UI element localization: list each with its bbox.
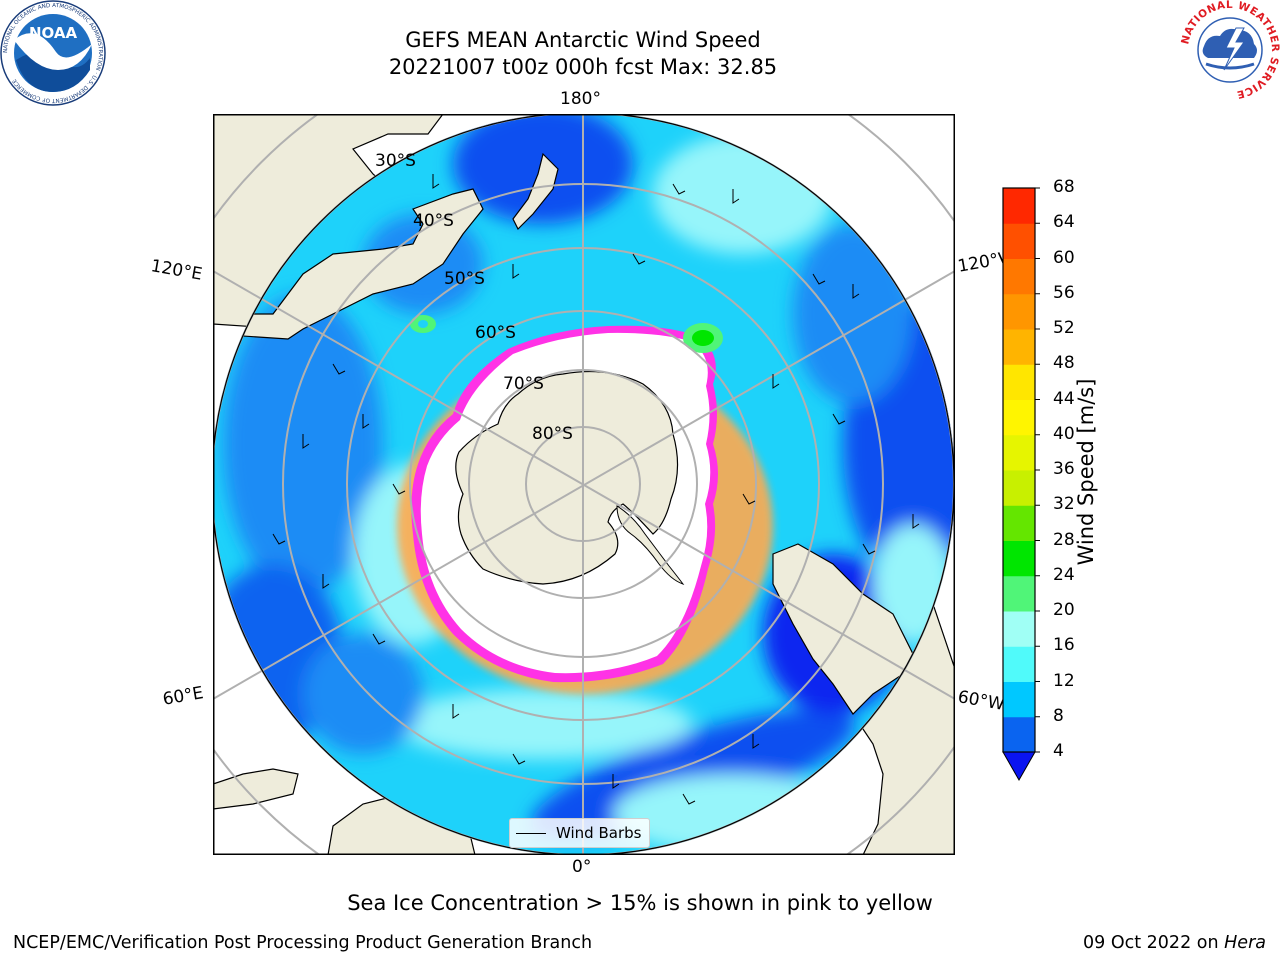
colorbar-tick-label: 4 — [1053, 741, 1064, 761]
colorbar-cell — [1003, 329, 1035, 365]
noaa-logo-text: NOAA — [29, 24, 78, 42]
colorbar-label: Wind Speed [m/s] — [1074, 378, 1098, 566]
colorbar-tick-label: 68 — [1053, 177, 1075, 197]
colorbar-cell — [1003, 364, 1035, 400]
colorbar-tick-label: 8 — [1053, 705, 1064, 726]
colorbar-tick-label: 12 — [1053, 670, 1075, 691]
colorbar-cell — [1003, 434, 1035, 471]
colorbar-cell — [1003, 188, 1035, 224]
colorbar — [1002, 187, 1040, 782]
chart-subtitle: 20221007 t00z 000h fcst Max: 32.85 — [388, 55, 778, 79]
footer-credit: NCEP/EMC/Verification Post Processing Pr… — [13, 933, 593, 953]
footer-host: Hera — [1224, 933, 1266, 953]
colorbar-tick-label: 32 — [1053, 494, 1075, 515]
map-legend: Wind Barbs — [509, 818, 651, 848]
nws-logo: NATIONAL WEATHER SERVICE — [1180, 0, 1280, 100]
colorbar-tick-label: 52 — [1053, 318, 1075, 338]
lat-label-70s: 70°S — [503, 374, 544, 394]
colorbar-tick-label: 44 — [1053, 388, 1075, 409]
lat-label-80s: 80°S — [532, 424, 573, 444]
colorbar-cell — [1003, 716, 1035, 753]
lon-label-180: 180° — [560, 89, 601, 109]
colorbar-cell — [1003, 258, 1035, 295]
wind-barbs — [272, 174, 920, 805]
colorbar-cell — [1003, 611, 1035, 647]
colorbar-cell — [1003, 293, 1035, 330]
colorbar-cell — [1003, 575, 1035, 612]
colorbar-tick-label: 64 — [1053, 212, 1075, 233]
lon-label-60e: 60°E — [161, 683, 205, 710]
colorbar-tick-label: 28 — [1053, 529, 1075, 550]
colorbar-cell — [1003, 646, 1035, 682]
colorbar-cell — [1003, 399, 1035, 436]
colorbar-tick-label: 20 — [1053, 600, 1075, 620]
polar-map — [213, 114, 955, 855]
colorbar-tick-label: 24 — [1053, 564, 1075, 585]
lon-label-0: 0° — [572, 857, 592, 877]
lon-label-120e: 120°E — [149, 256, 204, 285]
colorbar-under-arrow — [1002, 751, 1036, 782]
colorbar-cell — [1003, 505, 1035, 541]
lat-label-60s: 60°S — [475, 323, 516, 343]
colorbar-tick-label: 56 — [1053, 282, 1075, 303]
sea-ice-note: Sea Ice Concentration > 15% is shown in … — [347, 891, 933, 915]
colorbar-cell — [1003, 681, 1035, 718]
legend-label: Wind Barbs — [556, 824, 642, 842]
lat-label-50s: 50°S — [444, 269, 485, 289]
colorbar-tick-label: 36 — [1053, 459, 1075, 479]
colorbar-tick-label: 60 — [1053, 247, 1075, 268]
legend-line-swatch — [516, 832, 546, 834]
colorbar-tick-label: 48 — [1053, 353, 1075, 374]
chart-title: GEFS MEAN Antarctic Wind Speed — [405, 28, 761, 52]
noaa-logo: NATIONAL OCEANIC AND ATMOSPHERIC ADMINIS… — [0, 0, 106, 106]
colorbar-cell — [1003, 540, 1035, 577]
colorbar-cell — [1003, 223, 1035, 259]
footer-date-text: 09 Oct 2022 on — [1083, 933, 1225, 953]
lat-label-30s: 30°S — [375, 151, 416, 171]
lat-label-40s: 40°S — [413, 211, 454, 231]
lon-label-60w: 60°W — [956, 687, 1006, 716]
colorbar-tick-label: 16 — [1053, 635, 1075, 656]
colorbar-tick-label: 40 — [1053, 423, 1075, 444]
footer-date: 09 Oct 2022 on Hera — [1083, 933, 1266, 953]
colorbar-cell — [1003, 470, 1035, 506]
